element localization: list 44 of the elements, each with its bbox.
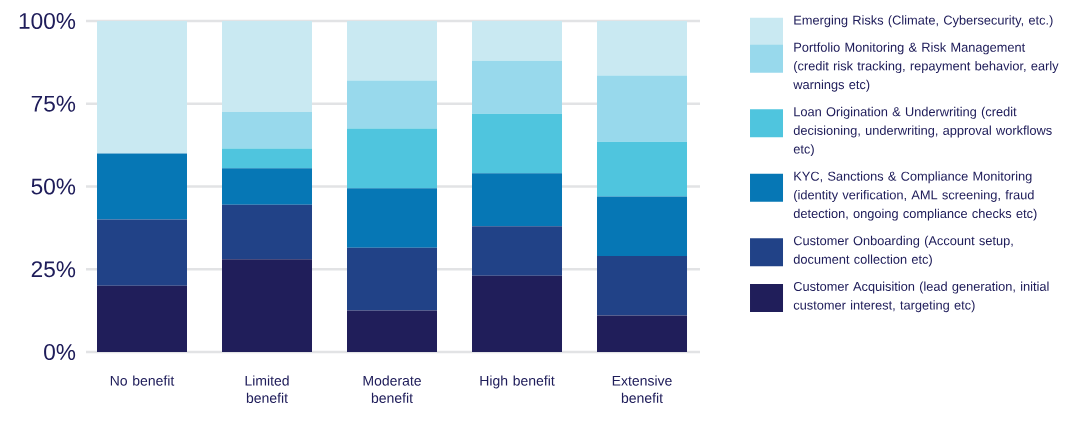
x-tick-label: Limited benefit	[245, 375, 289, 403]
bar	[347, 310, 438, 352]
bar	[472, 113, 563, 174]
bar	[222, 112, 313, 149]
bar	[97, 21, 187, 154]
bar	[597, 141, 688, 197]
bar	[222, 148, 313, 169]
bar	[597, 315, 688, 352]
bar	[472, 275, 563, 352]
bar	[97, 285, 187, 352]
y-tick-label: 25%	[31, 261, 76, 278]
legend-label: Customer Acquisition (lead generation, initial customer interest, targeting etc)	[793, 281, 1049, 313]
bar	[222, 259, 313, 352]
legend-label: Customer Onboarding (Account setup, document collection etc)	[793, 235, 1013, 267]
bar	[222, 204, 313, 260]
y-tick-label: 0%	[44, 343, 76, 361]
bar	[347, 80, 438, 129]
y-tick-label: 50%	[31, 178, 76, 195]
bar	[347, 247, 438, 311]
bar	[597, 75, 688, 142]
legend-label: Portfolio Monitoring & Risk Management (credit risk tracking, repayment behavior, early warnings etc)	[793, 42, 1059, 92]
x-tick-label: High benefit	[480, 375, 555, 389]
bar	[347, 21, 438, 81]
bar	[472, 226, 563, 276]
bar	[222, 168, 313, 205]
bar	[347, 128, 438, 189]
legend-label: Loan Origination & Underwriting (credit decisioning, underwriting, approval workflows etc)	[793, 106, 1052, 157]
bar	[222, 21, 313, 113]
bar	[597, 256, 688, 316]
bar	[97, 219, 187, 286]
bar	[597, 196, 688, 257]
bar	[472, 60, 563, 114]
bar	[472, 21, 563, 61]
bar	[347, 188, 438, 248]
bar	[97, 153, 187, 220]
bar	[597, 21, 688, 76]
x-tick-label: Extensive benefit	[612, 375, 672, 403]
x-tick-label: No benefit	[110, 375, 175, 386]
x-tick-label: Moderate benefit	[363, 375, 421, 403]
y-tick-label: 75%	[31, 95, 76, 112]
text: Emerging Risks (Climate, Cybersecurity, etc.)	[794, 15, 1053, 28]
bar	[472, 173, 563, 227]
y-tick-label: 100%	[19, 12, 76, 30]
legend-label: KYC, Sanctions & Compliance Monitoring (identity verification, AML screening, fraud detection, ongoing compliance checks etc)	[793, 171, 1037, 221]
